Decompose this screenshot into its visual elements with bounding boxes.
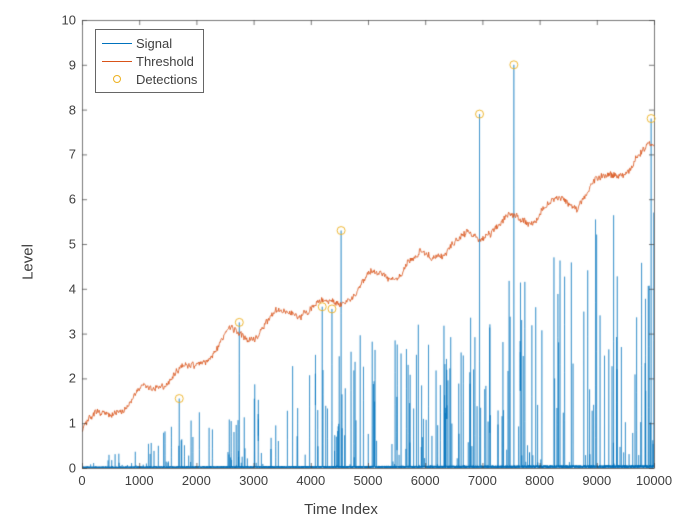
x-tick-label: 10000 <box>636 474 672 487</box>
x-tick-label: 6000 <box>411 474 440 487</box>
legend: Signal Threshold Detections <box>95 29 204 93</box>
y-tick-label: 5 <box>36 238 76 251</box>
legend-swatch-detections <box>102 72 132 86</box>
y-tick-label: 0 <box>36 462 76 475</box>
legend-item-threshold: Threshold <box>102 52 197 70</box>
legend-item-detections: Detections <box>102 70 197 88</box>
x-tick-label: 5000 <box>354 474 383 487</box>
x-tick-label: 2000 <box>182 474 211 487</box>
x-tick-label: 7000 <box>468 474 497 487</box>
x-axis-label: Time Index <box>304 501 378 518</box>
legend-label: Signal <box>136 36 172 51</box>
legend-item-signal: Signal <box>102 34 197 52</box>
x-tick-label: 8000 <box>525 474 554 487</box>
x-tick-label: 4000 <box>296 474 325 487</box>
y-tick-label: 1 <box>36 417 76 430</box>
legend-marker-icon <box>113 75 121 83</box>
legend-label: Detections <box>136 72 197 87</box>
y-tick-label: 10 <box>36 14 76 27</box>
x-tick-label: 9000 <box>582 474 611 487</box>
y-tick-label: 4 <box>36 282 76 295</box>
legend-line-icon <box>102 61 132 62</box>
y-tick-label: 8 <box>36 103 76 116</box>
legend-swatch-signal <box>102 36 132 50</box>
y-tick-label: 9 <box>36 58 76 71</box>
legend-label: Threshold <box>136 54 194 69</box>
legend-line-icon <box>102 43 132 44</box>
y-axis-label: Level <box>19 244 36 280</box>
y-tick-label: 6 <box>36 193 76 206</box>
chart-container: Level Time Index Signal Threshold Detect… <box>0 0 682 524</box>
x-tick-label: 0 <box>78 474 85 487</box>
y-tick-label: 2 <box>36 372 76 385</box>
x-tick-label: 1000 <box>125 474 154 487</box>
y-tick-label: 7 <box>36 148 76 161</box>
x-tick-label: 3000 <box>239 474 268 487</box>
y-tick-label: 3 <box>36 327 76 340</box>
legend-swatch-threshold <box>102 54 132 68</box>
